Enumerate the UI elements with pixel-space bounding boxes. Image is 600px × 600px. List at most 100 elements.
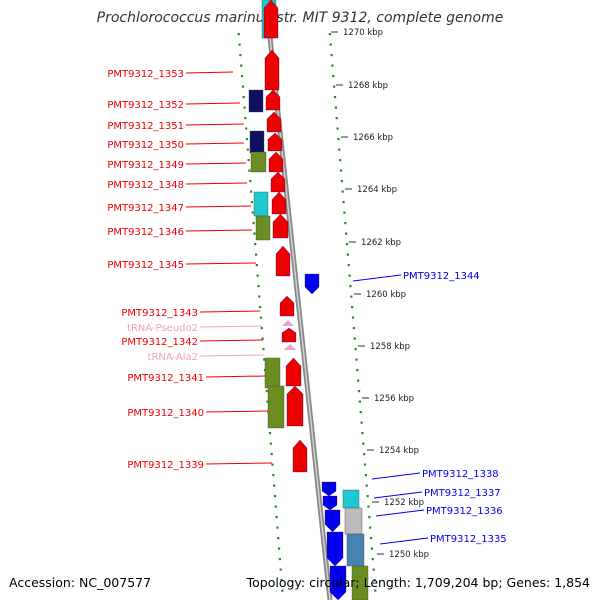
ring-dot — [338, 148, 341, 151]
cog-box — [342, 489, 360, 509]
ring-dot — [351, 306, 354, 309]
forward-label-leader — [199, 310, 261, 313]
ring-dot — [371, 558, 374, 561]
ring-dot — [369, 537, 373, 540]
forward-gene-arrow — [275, 245, 291, 277]
reverse-gene-arrow — [326, 531, 344, 567]
ring-dot — [249, 180, 252, 183]
ring-dot — [243, 106, 246, 109]
cog-box — [267, 385, 285, 429]
ring-dot — [335, 117, 338, 120]
cog-box — [253, 191, 269, 217]
forward-label-leader — [199, 354, 265, 357]
ring-dot — [245, 138, 249, 141]
forward-gene-label: PMT9312_1349 — [107, 160, 184, 171]
forward-gene-label: PMT9312_1340 — [127, 408, 204, 419]
ring-dot — [339, 159, 342, 162]
ring-dot — [336, 127, 339, 130]
ring-dot — [358, 400, 361, 403]
reverse-label-leader — [379, 537, 429, 545]
ring-dot — [365, 484, 368, 487]
forward-gene-arrow — [285, 357, 302, 387]
kbp-tick-label: 1260 kbp — [366, 290, 406, 300]
trna-chevron — [282, 320, 294, 326]
forward-label-leader — [199, 325, 263, 328]
forward-gene-arrow — [264, 49, 280, 91]
ring-dot — [357, 390, 361, 393]
ring-dot — [273, 484, 276, 487]
kbp-tick-label: 1270 kbp — [343, 28, 383, 38]
reverse-label-leader — [373, 491, 423, 499]
forward-gene-label: tRNA-Pseudo2 — [127, 323, 198, 334]
ring-dot — [340, 180, 343, 183]
ring-dot — [330, 54, 333, 57]
forward-label-leader — [185, 205, 252, 208]
forward-label-leader — [185, 142, 245, 145]
ring-dot — [250, 201, 254, 204]
forward-gene-arrow — [279, 295, 295, 317]
ring-dot — [258, 295, 261, 298]
ring-dot — [248, 169, 251, 172]
reverse-gene-arrow — [324, 509, 341, 533]
ring-dot — [269, 442, 272, 445]
forward-gene-arrow — [263, 0, 279, 39]
accession-text: Accession: NC_007577 — [9, 575, 152, 590]
ring-dot — [360, 421, 363, 424]
ring-dot — [245, 127, 248, 130]
ring-dot — [329, 43, 332, 46]
ring-dot — [367, 505, 370, 508]
forward-label-leader — [185, 123, 245, 126]
ring-dot — [251, 211, 254, 214]
forward-label-leader — [185, 71, 234, 74]
ring-dot — [240, 75, 244, 78]
cog-box — [344, 507, 363, 535]
kbp-tick-label: 1252 kbp — [384, 498, 424, 508]
ring-dot — [253, 232, 256, 235]
ring-dot — [270, 453, 273, 456]
ring-dot — [240, 64, 243, 67]
ring-dot — [351, 316, 355, 319]
ring-dot — [276, 526, 279, 529]
ring-dot — [343, 211, 346, 214]
forward-gene-label: PMT9312_1341 — [127, 373, 204, 384]
forward-gene-label: PMT9312_1351 — [107, 121, 184, 132]
ring-dot — [280, 579, 283, 582]
kbp-tick-label: 1258 kbp — [370, 342, 410, 352]
ring-dot — [272, 474, 275, 477]
ring-dot — [246, 148, 249, 151]
reverse-label-leader — [375, 509, 425, 517]
ring-dot — [372, 568, 375, 571]
ring-dot — [277, 537, 280, 540]
forward-label-leader — [185, 229, 253, 232]
ring-dot — [252, 222, 255, 225]
kbp-tick-label: 1250 kbp — [389, 550, 429, 560]
reverse-gene-label: PMT9312_1337 — [424, 488, 501, 499]
reverse-gene-label: PMT9312_1336 — [426, 506, 503, 517]
ring-dot — [356, 369, 359, 372]
map-title: Prochlorococcus marinus str. MIT 9312, c… — [96, 10, 504, 26]
forward-gene-arrow — [292, 439, 308, 473]
forward-gene-label: PMT9312_1352 — [107, 100, 184, 111]
cog-box — [346, 533, 365, 567]
reverse-gene-arrow — [322, 495, 338, 511]
kbp-tick-label: 1262 kbp — [361, 238, 401, 248]
ring-dot — [247, 159, 250, 162]
ring-dot — [374, 589, 377, 592]
ring-dot — [261, 337, 264, 340]
forward-label-leader — [185, 102, 241, 105]
ring-dot — [271, 463, 274, 466]
ring-dot — [262, 348, 265, 351]
ring-dot — [331, 64, 334, 67]
ring-dot — [254, 253, 258, 256]
ring-dot — [254, 243, 257, 246]
ring-dot — [345, 232, 348, 235]
ring-dot — [339, 169, 343, 172]
ring-dot — [366, 495, 369, 498]
gene-labels: PMT9312_1353 PMT9312_1352 PMT9312_1351 PMT9… — [107, 69, 506, 545]
ring-dot — [239, 54, 242, 57]
ring-dot — [334, 106, 337, 109]
reverse-gene-arrow — [321, 481, 337, 497]
ring-dot — [337, 138, 340, 141]
ring-dot — [237, 33, 240, 36]
